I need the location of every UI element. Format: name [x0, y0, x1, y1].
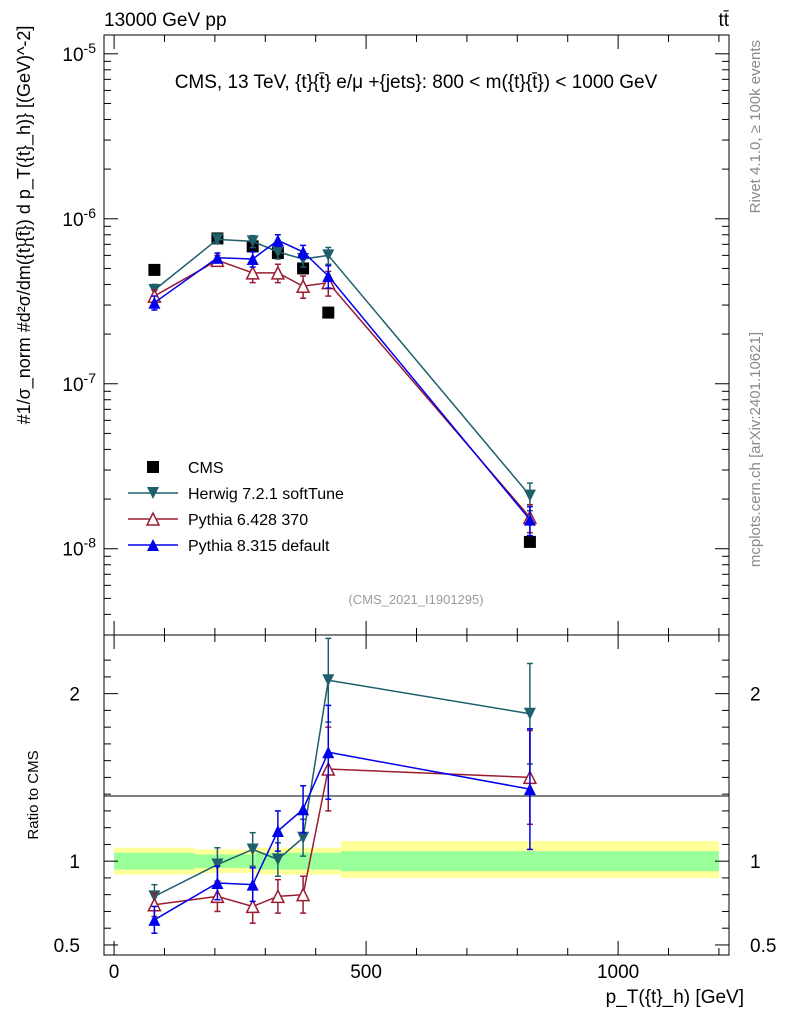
- uncertainty-band-inner: [340, 851, 719, 872]
- herwig-7-2-1-softtune-ratio-point: [322, 674, 335, 687]
- pythia-8-315-default-ratio-point: [297, 803, 310, 816]
- legend-label-herwig-7-2-1-softtune: Herwig 7.2.1 softTune: [188, 486, 344, 503]
- pythia-6-428-370-ratio-point: [295, 887, 311, 902]
- x-axis-label: p_T({t}_h) [GeV]: [606, 987, 744, 1008]
- y-tick-label: 10-6: [62, 205, 96, 231]
- herwig-7-2-1-softtune-point: [523, 489, 536, 502]
- pythia-6-428-370-line: [154, 259, 531, 518]
- legend-label-cms: CMS: [188, 460, 224, 477]
- ratio-plot-frame: [103, 634, 730, 956]
- herwig-7-2-1-softtune-ratio-point: [297, 831, 310, 844]
- pythia-8-315-default-point: [271, 234, 284, 247]
- pythia-8-315-default-ratio-point: [523, 783, 536, 796]
- pythia-6-428-370-ratio-line: [154, 768, 530, 908]
- ratio-y-tick-label: 0.5: [54, 936, 80, 957]
- cms-point: [148, 263, 161, 276]
- cms-point: [322, 306, 335, 319]
- x-tick-label: 0: [109, 962, 120, 983]
- rivet-version-label: Rivet 4.1.0, ≥ 100k events: [747, 40, 764, 213]
- pythia-8-315-default-point: [246, 253, 259, 266]
- legend-marker-cms: [147, 461, 159, 473]
- pythia-8-315-default-line: [153, 239, 531, 521]
- ratio-y-tick-label: 1: [69, 852, 80, 873]
- uncertainty-band-inner: [114, 852, 195, 870]
- herwig-7-2-1-softtune-ratio-point: [246, 843, 259, 856]
- x-tick-label: 1000: [597, 962, 639, 983]
- pythia-6-428-370-ratio-point: [245, 898, 260, 914]
- legend-label-pythia-6-428-370: Pythia 6.428 370: [188, 512, 308, 529]
- legend-label-pythia-8-315-default: Pythia 8.315 default: [188, 538, 330, 555]
- x-tick-label: 500: [350, 962, 382, 983]
- analysis-watermark: (CMS_2021_I1901295): [348, 592, 483, 607]
- pythia-8-315-default-ratio-point: [148, 913, 161, 926]
- ratio-y-tick-label: 2: [750, 685, 761, 706]
- legend-marker-pythia-8-315-default: [147, 539, 159, 551]
- pythia-8-315-default-ratio-point: [246, 878, 259, 891]
- y-tick-label: 10-8: [62, 535, 96, 561]
- herwig-7-2-1-softtune-point: [322, 249, 335, 262]
- pythia-8-315-default-point: [148, 296, 161, 309]
- herwig-7-2-1-softtune-ratio-point: [523, 707, 536, 720]
- y-tick-label: 10-7: [62, 370, 96, 396]
- pythia-6-428-370-ratio-point: [270, 888, 286, 904]
- legend-marker-pythia-6-428-370: [145, 511, 161, 526]
- header-final-state: tt̄: [718, 10, 729, 31]
- pythia-8-315-default-ratio-point: [271, 825, 284, 838]
- pythia-8-315-default-point: [297, 245, 310, 258]
- ratio-y-tick-label: 1: [750, 852, 761, 873]
- pythia-6-428-370-point: [270, 265, 286, 280]
- herwig-7-2-1-softtune-point: [246, 235, 259, 248]
- ratio-y-tick-label: 2: [69, 685, 80, 706]
- ratio-y-tick-label: 0.5: [750, 936, 776, 957]
- pythia-8-315-default-ratio-line: [154, 751, 531, 921]
- herwig-7-2-1-softtune-ratio-point: [271, 853, 284, 866]
- ratio-y-axis-label: Ratio to CMS: [25, 750, 42, 839]
- plot-title: CMS, 13 TeV, {t}{t̄} e/μ +{jets}: 800 < …: [175, 72, 658, 93]
- cms-point: [297, 262, 310, 275]
- pythia-8-315-default-ratio-point: [322, 746, 335, 759]
- y-tick-label: 10-5: [62, 40, 96, 66]
- pythia-6-428-370-point: [245, 265, 260, 280]
- herwig-7-2-1-softtune-point: [211, 233, 224, 246]
- legend-marker-herwig-7-2-1-softtune: [147, 487, 159, 499]
- herwig-7-2-1-softtune-line: [153, 238, 531, 497]
- pythia-8-315-default-point: [523, 513, 536, 526]
- herwig-7-2-1-softtune-ratio-point: [211, 858, 224, 871]
- main-y-axis-label: #1/σ_norm #d²σ/dm({t}{t̄}) d p_T({t}_h)}…: [14, 26, 35, 425]
- header-process: 13000 GeV pp: [104, 10, 227, 31]
- herwig-7-2-1-softtune-point: [271, 245, 284, 258]
- cms-point: [523, 535, 536, 548]
- pythia-8-315-default-point: [322, 269, 335, 282]
- pythia-8-315-default-point: [211, 251, 224, 264]
- pythia-8-315-default-ratio-point: [211, 876, 224, 889]
- legend: CMS Herwig 7.2.1 softTune Pythia 6.428 370…: [128, 460, 344, 555]
- pythia-6-428-370-point: [295, 278, 311, 293]
- mcplots-label: mcplots.cern.ch [arXiv:2401.10621]: [747, 332, 764, 567]
